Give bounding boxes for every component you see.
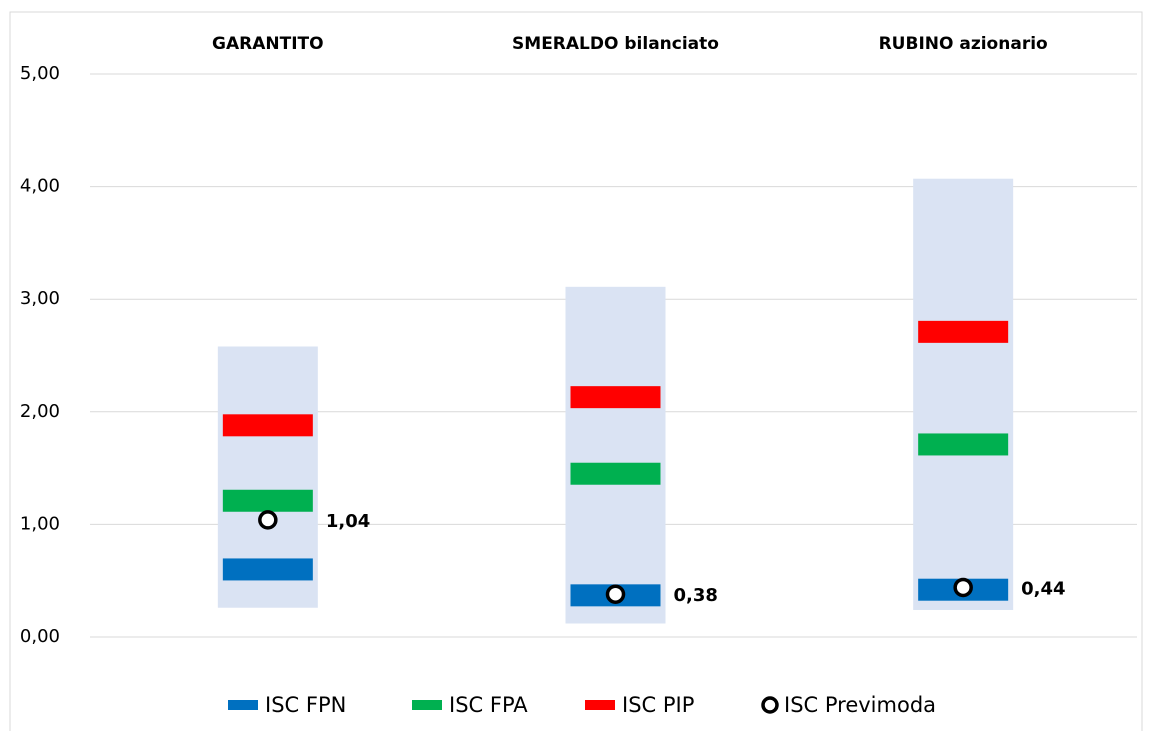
y-tick-label: 4,00 [20, 176, 60, 197]
marker-point [953, 577, 973, 598]
category-label: GARANTITO [212, 34, 324, 54]
legend-label: ISC Previmoda [784, 693, 936, 717]
marker-bar [570, 386, 661, 409]
y-tick-label: 2,00 [20, 401, 60, 422]
range-bar [565, 286, 666, 624]
legend-swatch [761, 696, 779, 714]
data-label: 0,44 [1021, 578, 1065, 599]
legend-label: ISC FPA [449, 693, 528, 717]
marker-bar [570, 462, 661, 485]
marker-bar [918, 433, 1009, 456]
legend-swatch [585, 700, 615, 710]
range-bar [913, 178, 1014, 610]
category-label: RUBINO azionario [879, 34, 1048, 54]
y-tick-label: 1,00 [20, 513, 60, 534]
marker-point [605, 584, 626, 604]
y-tick-label: 5,00 [20, 63, 60, 84]
legend-label: ISC FPN [265, 693, 346, 717]
legend-swatch [412, 700, 442, 710]
y-tick-label: 3,00 [20, 288, 60, 309]
marker-bar [222, 558, 313, 581]
marker-point [258, 510, 278, 530]
y-tick-label: 0,00 [20, 626, 60, 647]
data-label: 0,38 [674, 585, 718, 606]
data-label: 1,04 [326, 511, 370, 532]
legend-label: ISC PIP [622, 693, 694, 717]
category-label: SMERALDO bilanciato [512, 34, 719, 54]
marker-bar [222, 414, 313, 437]
marker-bar [222, 489, 313, 512]
marker-bar [918, 320, 1009, 343]
legend-swatch [228, 700, 258, 710]
